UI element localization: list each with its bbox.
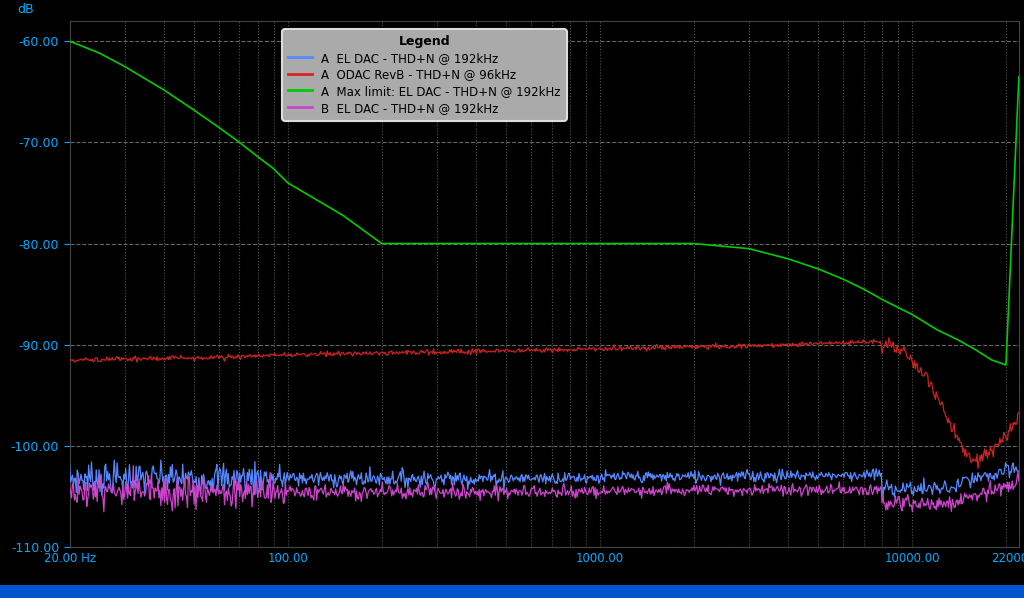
Legend: A  EL DAC - THD+N @ 192kHz, A  ODAC RevB - THD+N @ 96kHz, A  Max limit: EL DAC -: A EL DAC - THD+N @ 192kHz, A ODAC RevB -… xyxy=(283,29,567,121)
Text: 10000.00: 10000.00 xyxy=(885,552,940,565)
Text: 22000.00: 22000.00 xyxy=(991,552,1024,565)
Text: 1000.00: 1000.00 xyxy=(575,552,624,565)
Text: 20.00 Hz: 20.00 Hz xyxy=(44,552,95,565)
Text: dB: dB xyxy=(17,2,34,16)
Text: 100.00: 100.00 xyxy=(267,552,308,565)
